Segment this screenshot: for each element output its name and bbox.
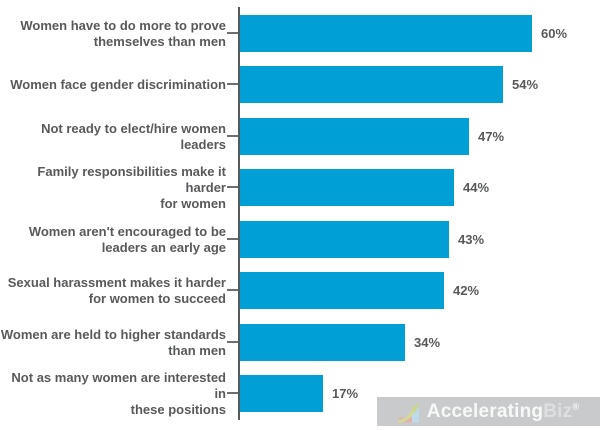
bar-row: Sexual harassment makes it harder for wo… (0, 272, 600, 309)
category-label: Women have to do more to prove themselve… (20, 17, 226, 49)
bar (240, 221, 449, 258)
bar-row: Women aren't encouraged to be leaders an… (0, 221, 600, 258)
value-label: 17% (332, 386, 359, 401)
value-label: 44% (463, 180, 490, 195)
bar-row: Women face gender discrimination 54% (0, 66, 600, 103)
bar (240, 15, 532, 52)
bar (240, 272, 444, 309)
axis-tick (227, 289, 238, 291)
value-label: 42% (453, 283, 480, 298)
bar (240, 324, 405, 361)
category-label: Not ready to elect/hire women leaders (41, 120, 226, 152)
bar-row: Not ready to elect/hire women leaders 47% (0, 118, 600, 155)
axis-tick (227, 32, 238, 34)
bar-row: Family responsibilities make it harder f… (0, 163, 600, 211)
axis-tick (227, 186, 238, 188)
category-label: Not as many women are interested in thes… (11, 369, 226, 417)
bar (240, 169, 454, 206)
brand-name-secondary: Biz (543, 401, 573, 422)
category-label: Women face gender discrimination (10, 76, 226, 92)
category-label: Women are held to higher standards than … (0, 326, 226, 358)
bar (240, 375, 323, 412)
registered-trademark-symbol: ® (572, 401, 580, 412)
bar-row: Women are held to higher standards than … (0, 324, 600, 361)
value-label: 60% (541, 26, 568, 41)
category-label: Women aren't encouraged to be leaders an… (28, 223, 226, 255)
y-axis-line (238, 7, 240, 420)
axis-tick (227, 341, 238, 343)
bar-row: Women have to do more to prove themselve… (0, 15, 600, 52)
bar (240, 118, 469, 155)
value-label: 54% (512, 77, 539, 92)
axis-tick (227, 392, 238, 394)
axis-tick (227, 238, 238, 240)
growth-chart-arrow-icon (397, 403, 420, 423)
category-label: Family responsibilities make it harder f… (37, 163, 226, 211)
bar-row: Not as many women are interested in thes… (0, 369, 600, 417)
brand-name-primary: Accelerating (426, 401, 544, 422)
value-label: 47% (478, 129, 505, 144)
brand-name: AcceleratingBiz® (427, 397, 579, 426)
category-label: Sexual harassment makes it harder for wo… (7, 274, 226, 306)
axis-tick (227, 135, 238, 137)
brand-watermark: AcceleratingBiz® (377, 397, 600, 426)
bar (240, 66, 503, 103)
axis-tick (227, 83, 238, 85)
value-label: 43% (458, 232, 485, 247)
value-label: 34% (414, 335, 441, 350)
